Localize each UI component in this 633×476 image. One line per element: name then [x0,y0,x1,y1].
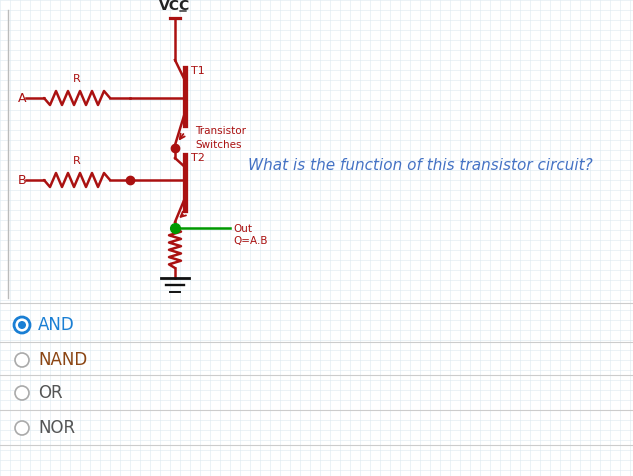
Circle shape [18,321,26,329]
Text: Out
Q=A.B: Out Q=A.B [233,224,268,246]
Text: OR: OR [38,384,63,402]
Circle shape [15,421,29,435]
Text: R: R [73,74,81,84]
Text: AND: AND [38,316,75,334]
Text: VCC: VCC [160,0,191,13]
Circle shape [15,353,29,367]
Circle shape [15,386,29,400]
Text: NOR: NOR [38,419,75,437]
Text: B: B [18,173,27,187]
Text: A: A [18,91,27,105]
Text: What is the function of this transistor circuit?: What is the function of this transistor … [248,158,592,172]
Text: Transistor
Switches: Transistor Switches [195,127,246,149]
Text: R: R [73,156,81,166]
Text: NAND: NAND [38,351,87,369]
Circle shape [14,317,30,333]
Text: T1: T1 [191,66,204,76]
Text: T2: T2 [191,153,205,163]
